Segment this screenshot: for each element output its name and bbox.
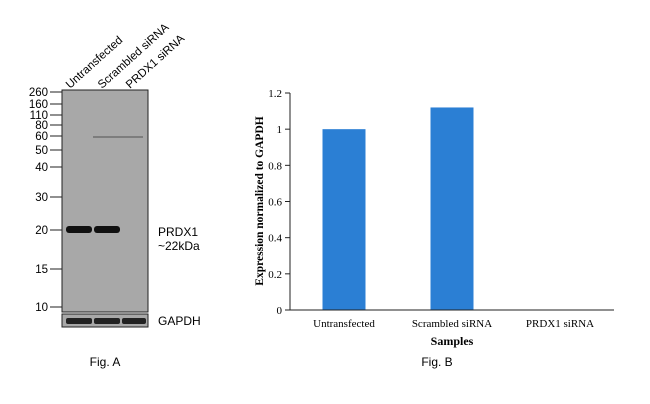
bars (322, 107, 474, 310)
lane-label-untransfected: Untransfected (64, 34, 125, 91)
y-tick-label: 0.4 (268, 233, 282, 245)
prdx1-band-untransfected (66, 226, 92, 233)
y-tick-label: 1 (277, 124, 283, 136)
mw-label-110: 110 (30, 110, 48, 122)
mw-marker-ladder: 260 160 110 80 60 50 40 30 20 15 10 (29, 87, 62, 314)
fig-a-caption: Fig. A (90, 355, 121, 369)
y-tick-label: 0 (277, 305, 283, 317)
western-blot-panel: Untransfected Scrambled siRNA PRDX1 siRN… (29, 21, 201, 369)
y-tick-label: 0.6 (268, 197, 282, 209)
mw-label-40: 40 (35, 162, 48, 174)
band-label-prdx1: PRDX1 (158, 225, 198, 239)
y-tick-label: 1.2 (268, 88, 282, 100)
mw-label-15: 15 (35, 264, 48, 276)
mw-label-60: 60 (35, 131, 48, 143)
mw-label-20: 20 (35, 225, 48, 237)
x-axis-title: Samples (431, 334, 474, 348)
y-axis-ticks: 0 0.2 0.4 0.6 0.8 1 1.2 (268, 88, 290, 317)
mw-label-160: 160 (29, 99, 48, 111)
x-category-label: Scrambled siRNA (412, 318, 492, 330)
bar-scrambled-sirna (430, 107, 474, 310)
blot-membrane (61, 89, 149, 313)
y-tick-label: 0.8 (268, 160, 282, 172)
mw-label-10: 10 (35, 302, 48, 314)
nonspecific-band (93, 136, 143, 138)
x-category-label: PRDX1 siRNA (526, 318, 594, 330)
x-axis-categories: Untransfected Scrambled siRNA PRDX1 siRNA (313, 318, 594, 330)
mw-label-80: 80 (35, 120, 48, 132)
bar-chart-panel: 0 0.2 0.4 0.6 0.8 1 1.2 Untransfected Scrambled… (254, 88, 614, 369)
mw-label-30: 30 (35, 192, 48, 204)
gapdh-band-untransfected (66, 318, 92, 324)
mw-label-260: 260 (29, 87, 48, 99)
gapdh-band-prdx1-sirna (122, 318, 146, 324)
gapdh-band-scrambled-sirna (94, 318, 120, 324)
mw-label-50: 50 (35, 145, 48, 157)
band-label-size: ~22kDa (158, 239, 200, 253)
y-tick-label: 0.2 (268, 269, 282, 281)
x-category-label: Untransfected (313, 318, 375, 330)
y-axis-title: Expression normalized to GAPDH (254, 116, 266, 285)
gapdh-label: GAPDH (158, 314, 201, 328)
prdx1-band-scrambled-sirna (94, 226, 120, 233)
fig-b-caption: Fig. B (421, 355, 452, 369)
bar-untransfected (322, 129, 366, 310)
